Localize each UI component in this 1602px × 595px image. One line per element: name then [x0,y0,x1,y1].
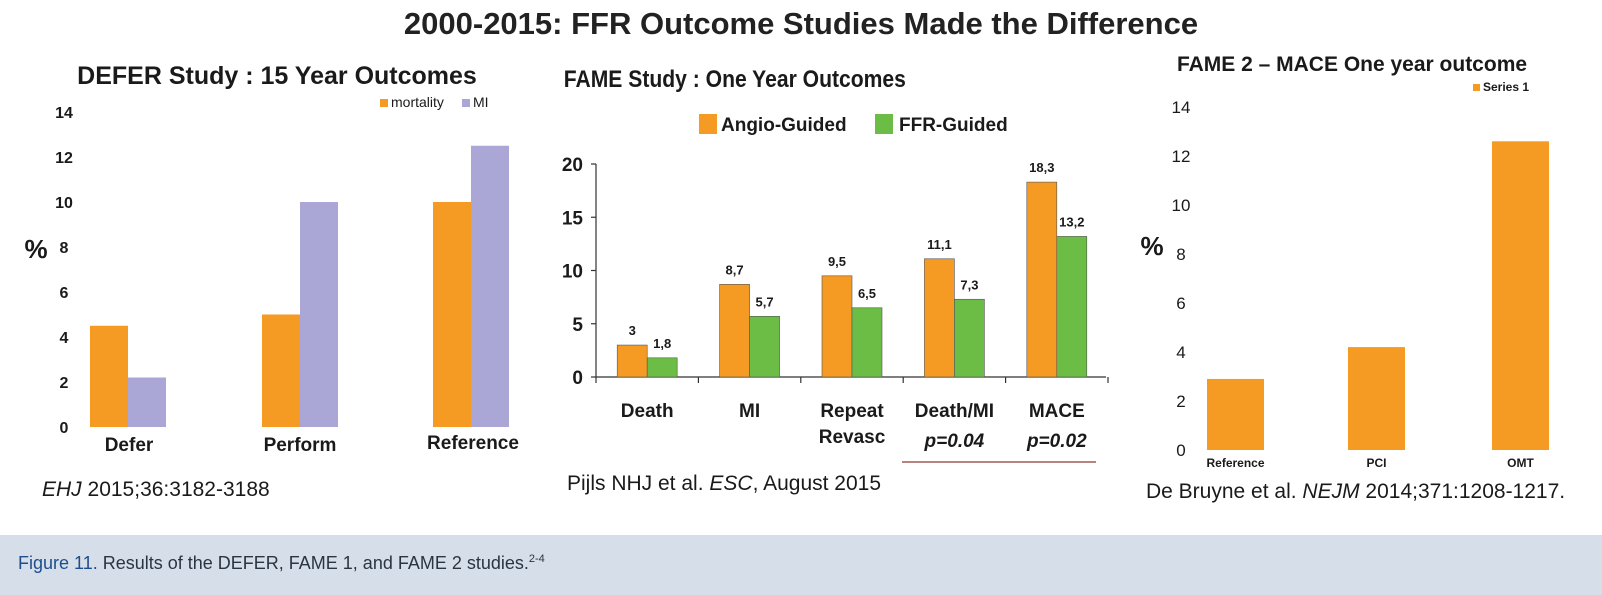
fame-x-category-label: MACE [1029,401,1085,422]
main-title: 2000-2015: FFR Outcome Studies Made the … [403,6,1199,41]
figure-caption: Figure 11. Results of the DEFER, FAME 1,… [18,553,545,574]
fame2-x-category-label: OMT [1507,456,1534,470]
figure-caption-bar: Figure 11. Results of the DEFER, FAME 1,… [0,535,1602,595]
defer-chart: DEFER Study : 15 Year Outcomes% 0 2 4 6 8 10 12… [24,62,519,456]
defer-x-category-label: Perform [264,435,337,456]
fame-bar-ffr-2 [749,315,780,378]
fame2-y-axis-label: % [1140,231,1163,261]
fame2-y-tick-label: 8 [1176,245,1185,264]
fame-legend-swatch-ffr [875,114,893,134]
defer-bar-mi-perform [300,202,338,427]
defer-legend-swatch-mortality [380,99,388,107]
fame-x-category-label: Death [621,401,674,422]
fame-data-label: 13,2 [1059,214,1084,229]
defer-y-tick-label: 2 [60,375,69,392]
defer-legend-label-mortality: mortality [391,94,444,110]
defer-bar-mortality-defer [90,325,128,427]
defer-x-category-label: Defer [105,435,154,456]
fame-bar-ffr-1 [646,357,678,378]
fame2-legend-label: Series 1 [1483,80,1529,94]
fame-data-label: 7,3 [960,277,978,292]
defer-y-tick-label: 4 [60,330,69,347]
fame2-bar-omt [1492,141,1549,451]
fame-bar-angio-5 [1026,181,1058,378]
fame-y-tick-label: 10 [562,262,583,283]
fame-bar-angio-3 [821,275,853,378]
fame-data-label: 3 [629,323,636,338]
fame-p-value: p=0.04 [924,431,985,452]
defer-x-category-label: Reference [427,433,519,454]
defer-y-tick-label: 14 [55,105,73,122]
fame2-title: FAME 2 – MACE One year outcome [1177,53,1527,76]
defer-y-tick-label: 6 [60,285,69,302]
fame-data-label: 8,7 [726,262,744,277]
fame-title: FAME Study : One Year Outcomes [564,66,906,93]
defer-y-tick-label: 10 [55,195,73,212]
caption-citation: 2-4 [528,553,545,565]
fame2-reference: De Bruyne et al. NEJM 2014;371:1208-1217… [1146,480,1566,503]
fame-legend-label-angio: Angio-Guided [721,115,847,136]
fame-y-tick-label: 0 [572,368,583,389]
fame-data-label: 11,1 [927,237,952,252]
fame-data-label: 18,3 [1029,160,1054,175]
defer-legend-swatch-mi [462,99,470,107]
fame2-bar-reference [1207,378,1264,450]
fame-y-tick-label: 5 [572,315,583,336]
fame-bar-angio-1 [616,344,648,378]
fame-legend-swatch-angio [699,114,717,134]
fame-x-category-label: Repeat [820,401,884,422]
fame-bar-angio-2 [719,284,750,378]
fame2-x-category-label: PCI [1366,456,1386,470]
fame2-chart: FAME 2 – MACE One year outcome Series 1% 0… [1140,53,1549,470]
fame-p-value: p=0.02 [1026,431,1087,452]
fame-x-category-label: MI [739,401,760,422]
fame2-y-tick-label: 0 [1176,441,1185,460]
fame-y-tick-label: 15 [562,208,584,229]
fame-data-label: 5,7 [756,294,774,309]
defer-y-tick-label: 12 [55,150,73,167]
defer-bar-mortality-reference [433,202,471,427]
caption-text: Results of the DEFER, FAME 1, and FAME 2… [97,553,529,573]
defer-bar-mortality-perform [262,314,300,427]
defer-y-axis-label: % [24,234,47,264]
defer-bar-mi-defer [128,377,166,427]
figure-label: Figure 11. [18,553,98,573]
defer-legend-label-mi: MI [473,94,489,110]
fame-reference: Pijls NHJ et al. ESC, August 2015 [567,472,882,495]
fame-data-label: 6,5 [858,286,876,301]
fame-bar-angio-4 [924,258,955,378]
defer-bar-mi-reference [471,145,509,427]
fame2-legend-swatch [1473,84,1480,91]
fame-x-category-label: Death/MI [915,401,994,422]
fame-chart: FAME Study : One Year Outcomes Angio-Guid… [562,66,1109,463]
fame-y-tick-label: 20 [562,155,583,176]
fame2-bar-pci [1348,347,1405,450]
fame2-y-tick-label: 10 [1172,196,1191,215]
fame-legend-label-ffr: FFR-Guided [899,115,1008,136]
fame2-y-tick-label: 14 [1172,98,1191,117]
fame2-y-tick-label: 12 [1172,147,1191,166]
fame2-y-tick-label: 6 [1176,294,1185,313]
defer-title: DEFER Study : 15 Year Outcomes [77,62,477,90]
fame-data-label: 1,8 [653,336,671,351]
fame-bar-ffr-3 [851,307,883,378]
fame-x-category-label: Revasc [819,427,886,448]
defer-y-tick-label: 0 [60,420,69,437]
defer-y-tick-label: 8 [60,240,69,257]
defer-reference: EHJ 2015;36:3182-3188 [42,478,270,501]
fame-data-label: 9,5 [828,254,846,269]
fame2-y-tick-label: 4 [1176,343,1185,362]
fame-bar-ffr-4 [954,298,985,378]
fame-bar-ffr-5 [1056,236,1088,378]
fame2-x-category-label: Reference [1206,456,1264,470]
fame2-y-tick-label: 2 [1176,392,1185,411]
